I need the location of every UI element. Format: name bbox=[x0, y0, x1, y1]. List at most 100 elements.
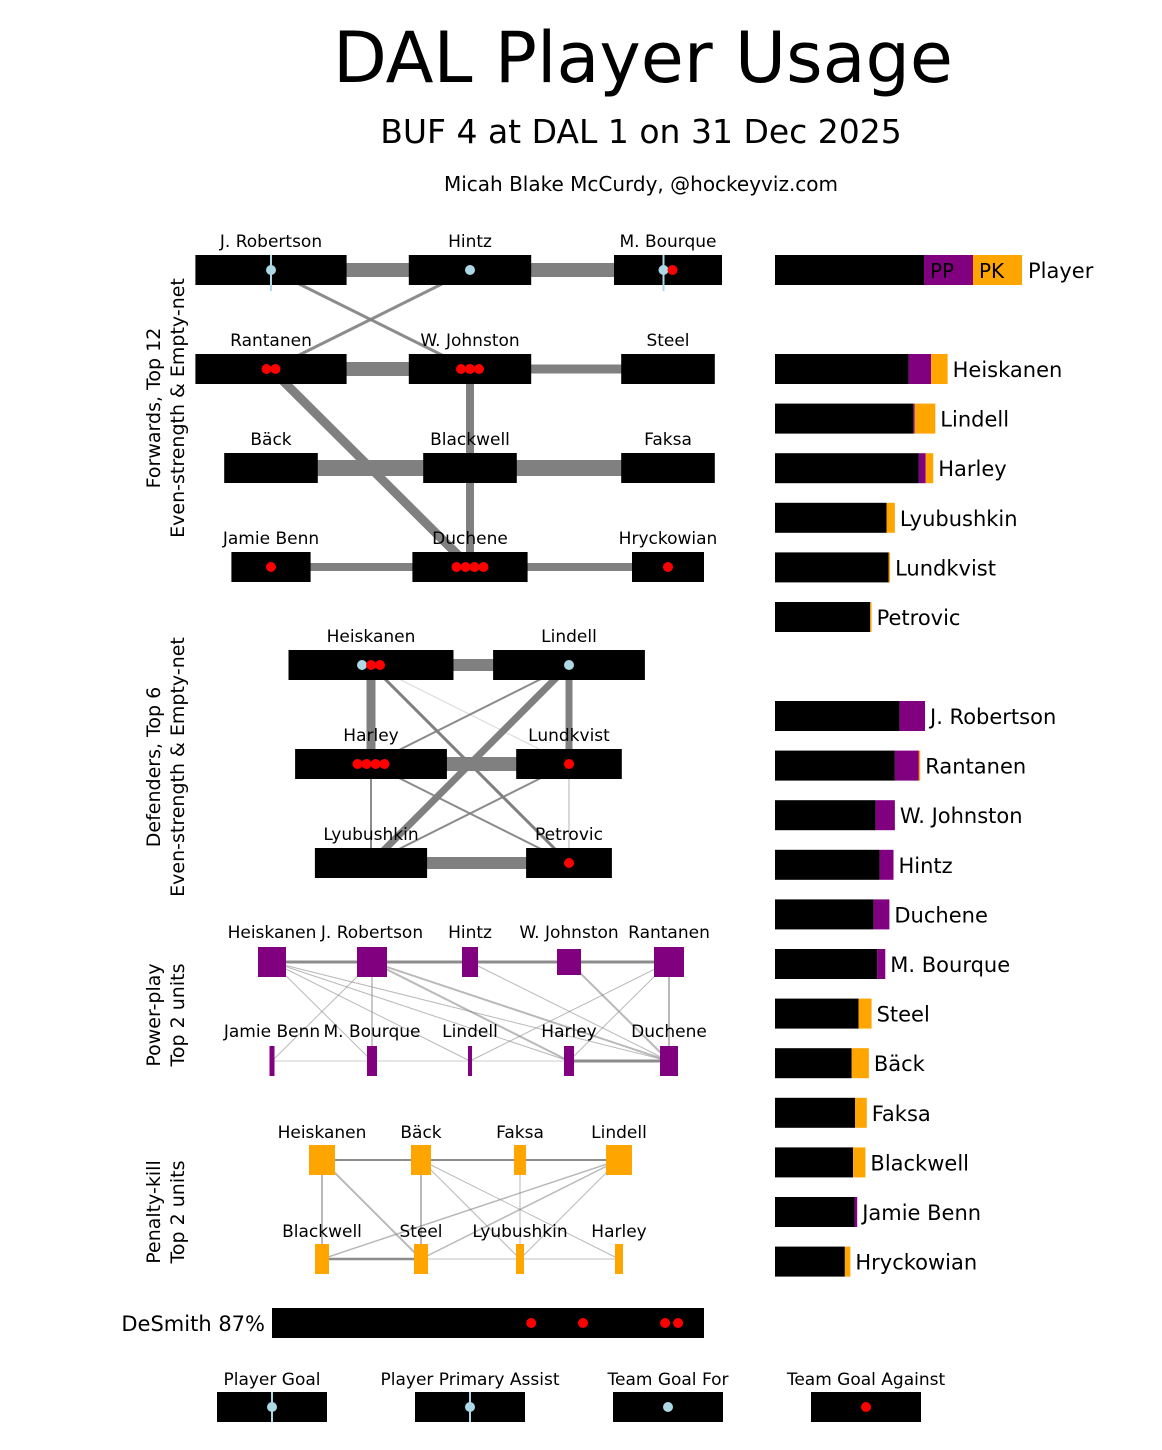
toi-defender-lundkvist-name-label: Lundkvist bbox=[895, 556, 996, 580]
toi-forward-faksa-minutes-label: 13 bbox=[780, 1102, 805, 1126]
defenders-section-label: Defenders, Top 6 Even-strength & Empty-ne… bbox=[143, 637, 189, 897]
powerplay-duchene-unit2-label: Duchene bbox=[631, 1022, 707, 1042]
penaltykill-heiskanen-unit1-label: Heiskanen bbox=[278, 1123, 367, 1143]
penaltykill-section-label: Penalty-kill Top 2 units bbox=[143, 1160, 189, 1264]
penaltykill-section-label-line2: Top 2 units bbox=[167, 1161, 189, 1265]
powerplay-rantanen-unit1-label: Rantanen bbox=[628, 923, 710, 943]
toi-header-pp-label: PP bbox=[930, 259, 954, 283]
defender-lyubushkin-bar bbox=[314, 848, 428, 878]
powerplay-section-label-line1: Power-play bbox=[143, 963, 165, 1066]
chart-title: DAL Player Usage bbox=[333, 17, 953, 99]
defender-lindell-label: Lindell bbox=[541, 627, 597, 647]
powerplay-link-cross-10 bbox=[469, 961, 670, 1062]
powerplay-link-cross-0 bbox=[271, 961, 570, 1062]
defender-link-lundkvist-lyubushkin bbox=[370, 763, 570, 864]
forward-b-ck-label: Bäck bbox=[250, 430, 291, 450]
toi-defender-heiskanen-minutes-label: 25 bbox=[780, 358, 805, 382]
toi-forward-duchene-pp-bar bbox=[873, 899, 890, 930]
toi-defender-harley-name-label: Harley bbox=[938, 457, 1006, 481]
toi-forward-b-ck-pk-bar bbox=[851, 1048, 869, 1079]
toi-forward-steel-minutes-label: 13 bbox=[780, 1003, 805, 1027]
toi-defender-lyubushkin-pk-bar bbox=[886, 502, 895, 533]
toi-forward-hryckowian-es-bar bbox=[775, 1246, 845, 1277]
forwards-section-label-line2: Even-strength & Empty-net bbox=[167, 278, 189, 538]
toi-defender-lindell-es-bar bbox=[775, 403, 914, 434]
toi-forward-steel-es-bar bbox=[775, 998, 859, 1029]
powerplay-w-johnston-unit1-label: W. Johnston bbox=[519, 923, 618, 943]
toi-forward-hryckowian-pk-bar bbox=[844, 1246, 851, 1277]
toi-forward-j-robertson-pp-bar bbox=[899, 701, 926, 731]
defenders-section-label-line1: Defenders, Top 6 bbox=[143, 687, 165, 847]
toi-defender-lyubushkin-minutes-label: 17 bbox=[780, 507, 805, 531]
toi-defender-harley-pp-bar bbox=[918, 453, 926, 484]
penaltykill-heiskanen-unit1-mark bbox=[309, 1145, 335, 1175]
forward-link-rantanen-duchene bbox=[267, 365, 474, 571]
toi-defender-harley-pk-bar bbox=[925, 453, 934, 484]
powerplay-section-label: Power-play Top 2 units bbox=[143, 963, 189, 1067]
powerplay-m-bourque-unit2-label: M. Bourque bbox=[323, 1022, 420, 1042]
toi-forward-w-johnston-name-label: W. Johnston bbox=[900, 804, 1023, 828]
legend-player-goal-label: Player Goal bbox=[223, 1370, 320, 1390]
forward-m-bourque-label: M. Bourque bbox=[619, 232, 716, 252]
toi-header-es-box bbox=[775, 255, 924, 285]
toi-forward-faksa-name-label: Faksa bbox=[872, 1102, 931, 1126]
defender-harley-goal-against-dot bbox=[370, 759, 381, 769]
penaltykill-lindell-unit1-label: Lindell bbox=[591, 1123, 647, 1143]
toi-forward-duchene-name-label: Duchene bbox=[894, 903, 988, 927]
defender-petrovic-label: Petrovic bbox=[535, 825, 603, 845]
forward-rantanen-label: Rantanen bbox=[230, 331, 312, 351]
legend: Player Goal Player Primary Assist Team Goa… bbox=[217, 1370, 945, 1422]
toi-forward-hintz-pp-bar bbox=[879, 849, 894, 880]
forward-hintz-label: Hintz bbox=[448, 232, 492, 252]
toi-forward-blackwell-name-label: Blackwell bbox=[870, 1151, 969, 1175]
forward-duchene-label: Duchene bbox=[432, 529, 508, 549]
toi-defender-lindell-pk-bar bbox=[914, 403, 936, 434]
toi-forward-steel-pk-bar bbox=[858, 998, 872, 1029]
penaltykill-blackwell-unit2-mark bbox=[315, 1244, 329, 1274]
powerplay-link-cross-8 bbox=[568, 961, 670, 1062]
penaltykill-b-ck-unit1-mark bbox=[411, 1145, 431, 1175]
legend-team-goal-against-label: Team Goal Against bbox=[786, 1370, 946, 1390]
toi-forward-b-ck-minutes-label: 13 bbox=[780, 1052, 805, 1076]
toi-forward-m-bourque-name-label: M. Bourque bbox=[890, 953, 1010, 977]
toi-defender-lundkvist-pk-bar bbox=[888, 552, 891, 583]
penaltykill-harley-unit2-label: Harley bbox=[591, 1222, 646, 1242]
toi-defender-lindell-pp-bar bbox=[913, 403, 915, 434]
toi-header-pk-box bbox=[973, 255, 1022, 285]
goalie-goal-against-dot bbox=[673, 1318, 684, 1328]
penaltykill-faksa-unit1-mark bbox=[514, 1145, 526, 1175]
toi-forward-jamie-benn-es-bar bbox=[775, 1197, 855, 1227]
toi-defender-heiskanen-pk-bar bbox=[931, 354, 948, 384]
toi-forward-j-robertson-minutes-label: 21 bbox=[780, 705, 805, 729]
powerplay-heiskanen-unit1-mark bbox=[258, 947, 286, 977]
toi-forward-rantanen-es-bar bbox=[775, 750, 895, 781]
defender-harley-goal-against-dot bbox=[361, 759, 372, 769]
penaltykill-steel-unit2-label: Steel bbox=[399, 1222, 442, 1242]
toi-defender-petrovic-minutes-label: 13 bbox=[780, 606, 805, 630]
toi-forward-hryckowian-name-label: Hryckowian bbox=[855, 1251, 977, 1275]
toi-forward-b-ck-name-label: Bäck bbox=[874, 1052, 926, 1076]
forward-faksa-bar bbox=[621, 453, 715, 483]
penaltykill-blackwell-unit2-label: Blackwell bbox=[282, 1222, 362, 1242]
powerplay-link-cross-3 bbox=[371, 961, 570, 1062]
defender-lundkvist-label: Lundkvist bbox=[528, 726, 610, 746]
legend-player-primary-assist-dot bbox=[465, 1402, 475, 1412]
toi-header-pp-box bbox=[924, 255, 973, 285]
defender-lyubushkin-label: Lyubushkin bbox=[323, 825, 418, 845]
forward-duchene-goal-against-dot bbox=[460, 562, 471, 572]
toi-header-es-label: Minutes ES bbox=[781, 259, 891, 283]
powerplay-jamie-benn-unit2-mark bbox=[269, 1046, 275, 1076]
forward-w-johnston-goal-against-dot bbox=[465, 364, 475, 374]
toi-forward-hintz-es-bar bbox=[775, 849, 880, 880]
toi-forward-hintz-name-label: Hintz bbox=[899, 854, 953, 878]
powerplay-link-cross-4 bbox=[371, 961, 670, 1062]
toi-forward-duchene-minutes-label: 16 bbox=[780, 903, 805, 927]
goalie-goal-against-dot bbox=[526, 1318, 537, 1328]
legend-team-goal-against-dot bbox=[861, 1402, 871, 1412]
toi-defender-petrovic-es-bar bbox=[775, 602, 871, 632]
defender-lindell-goal-for-dot bbox=[564, 660, 574, 670]
toi-defender-lundkvist-minutes-label: 16 bbox=[780, 556, 805, 580]
defender-link-heiskanen-lundkvist bbox=[370, 664, 570, 765]
goalie-row: DeSmith 87% bbox=[121, 1308, 704, 1338]
toi-forward-rantanen-pp-bar bbox=[894, 750, 919, 781]
